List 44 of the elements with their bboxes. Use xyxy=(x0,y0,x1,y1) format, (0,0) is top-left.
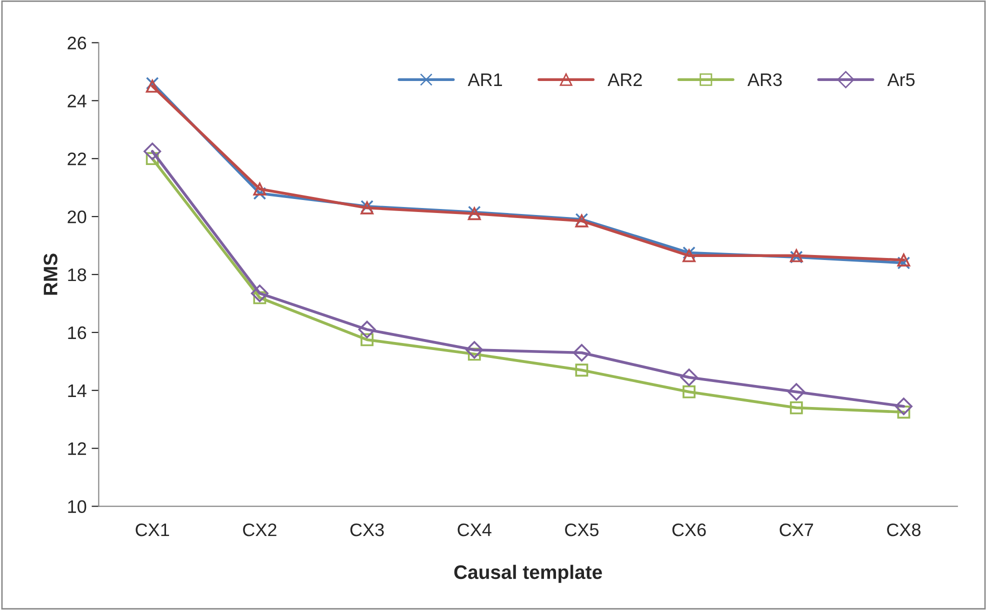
y-tick-label: 12 xyxy=(68,442,86,455)
x-tick-label: CX4 xyxy=(458,523,492,536)
point xyxy=(146,152,159,166)
x-tick-label: CX3 xyxy=(350,523,384,536)
x-tick-label: CX7 xyxy=(780,523,814,536)
point xyxy=(897,256,910,270)
legend-label: AR2 xyxy=(608,73,642,86)
point xyxy=(897,254,910,266)
point xyxy=(144,142,162,160)
point xyxy=(894,398,912,416)
point xyxy=(253,186,266,200)
point xyxy=(250,284,268,302)
x-tick-label: CX8 xyxy=(887,523,920,536)
y-tick-label: 24 xyxy=(68,94,86,108)
legend-label: AR3 xyxy=(747,73,782,86)
x-tick-label: CX2 xyxy=(243,523,276,536)
point xyxy=(466,341,484,359)
y-tick-label: 20 xyxy=(68,210,86,224)
point xyxy=(146,76,159,90)
point xyxy=(788,383,806,401)
x-tick-label: CX5 xyxy=(565,523,599,536)
point xyxy=(358,320,376,338)
y-tick-label: 16 xyxy=(68,326,86,340)
point xyxy=(146,80,159,93)
legend-label: Ar5 xyxy=(887,74,915,86)
y-tick-label: 18 xyxy=(68,268,86,282)
x-axis-title: Causal template xyxy=(454,564,602,583)
y-tick-label: 26 xyxy=(68,36,86,50)
point xyxy=(682,249,696,262)
point xyxy=(572,344,590,362)
point xyxy=(682,246,696,260)
y-axis-title: RMS xyxy=(44,254,58,295)
y-tick-label: 10 xyxy=(68,500,86,514)
legend-label: AR1 xyxy=(468,74,502,86)
x-tick-label: CX6 xyxy=(672,523,706,536)
point xyxy=(790,401,803,414)
point xyxy=(682,385,696,398)
point xyxy=(575,364,588,377)
point xyxy=(680,368,698,386)
point xyxy=(253,182,266,196)
y-tick-label: 22 xyxy=(68,152,86,166)
x-tick-label: CX1 xyxy=(136,523,170,536)
y-tick-label: 14 xyxy=(68,384,86,397)
point xyxy=(360,333,374,346)
